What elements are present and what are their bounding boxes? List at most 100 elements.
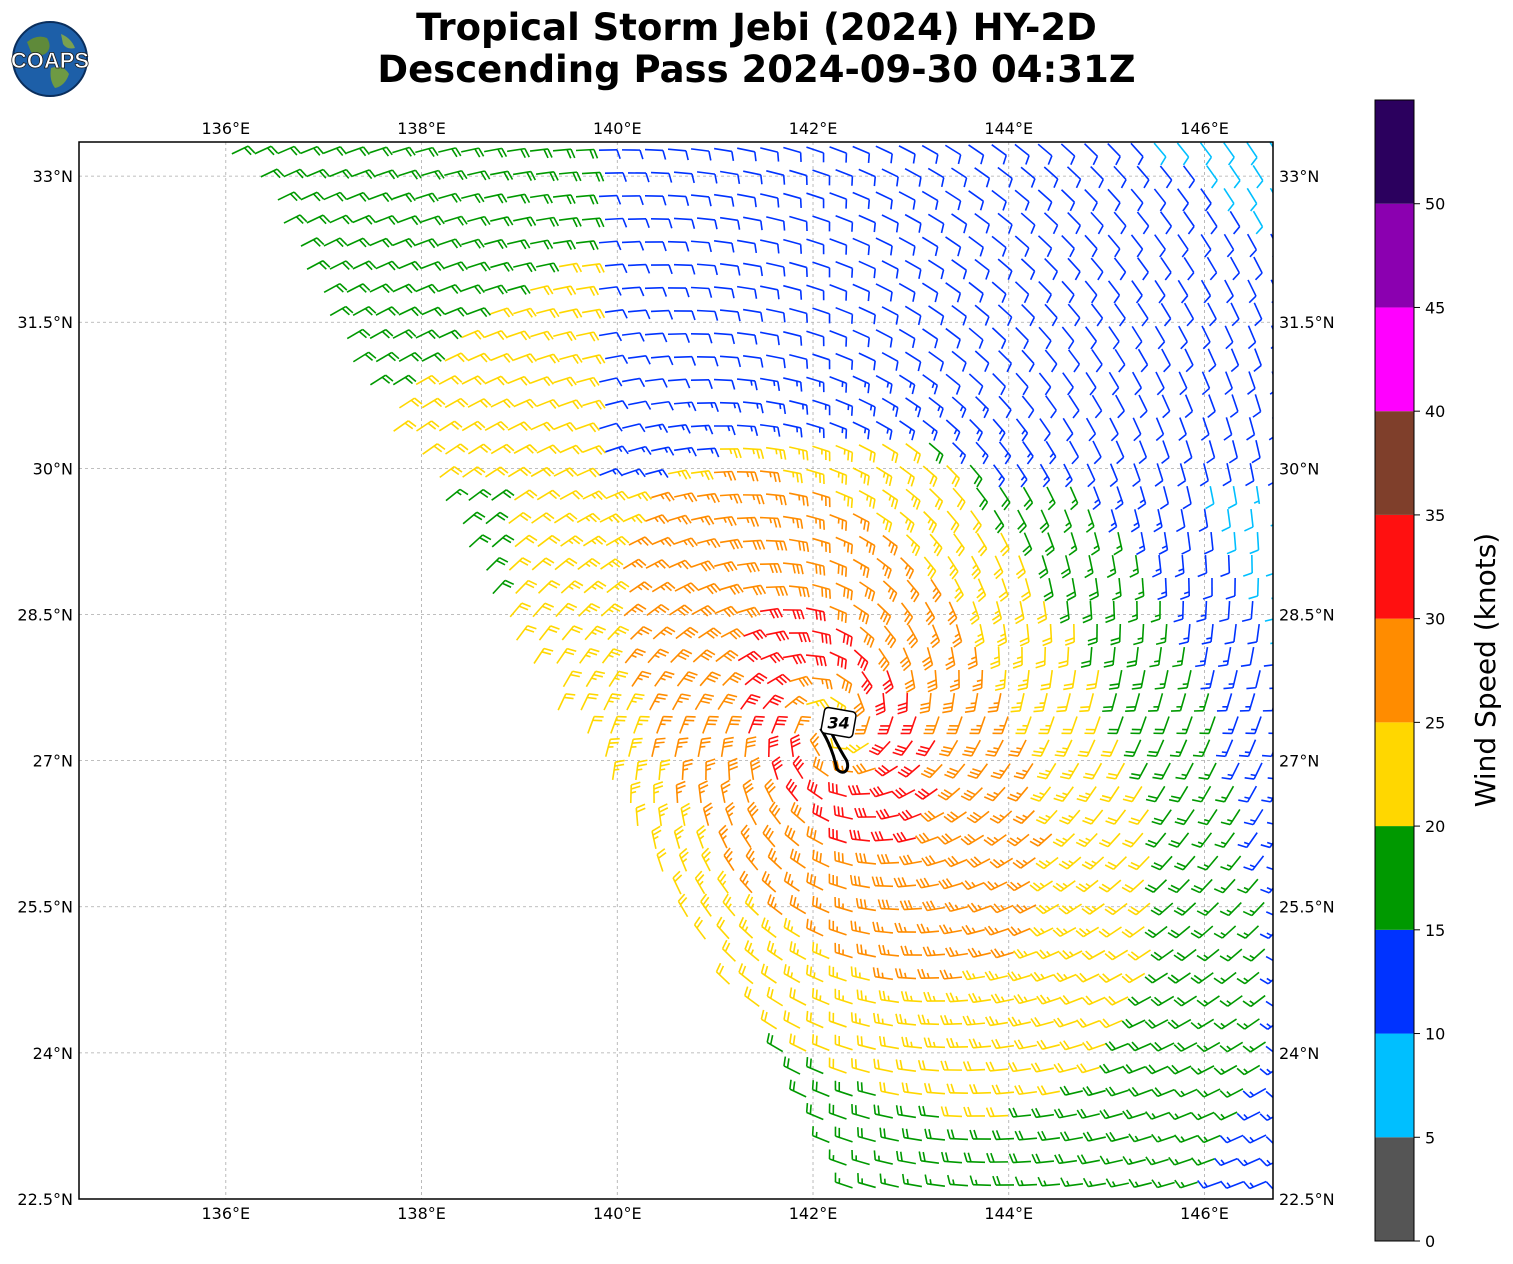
- wind-barb: [673, 171, 695, 184]
- wind-barb: [835, 444, 854, 462]
- wind-barb: [651, 581, 676, 593]
- wind-barb: [1157, 577, 1168, 601]
- wind-barb: [921, 647, 934, 671]
- wind-barb: [1178, 371, 1188, 396]
- wind-barb: [1113, 165, 1127, 189]
- wind-barb: [1239, 693, 1256, 712]
- wind-barb: [1177, 670, 1192, 690]
- wind-barb: [1138, 440, 1148, 465]
- wind-barb: [651, 491, 675, 502]
- wind-barb: [1039, 509, 1050, 534]
- wind-barb: [582, 354, 606, 365]
- wind-barb: [897, 692, 909, 715]
- wind-barb: [346, 191, 371, 202]
- wind-barb: [1263, 662, 1273, 667]
- wind-barb: [975, 487, 989, 511]
- wind-barb: [581, 308, 606, 319]
- wind-barb: [1022, 441, 1034, 465]
- wind-barb: [806, 146, 825, 163]
- wind-barb: [1269, 187, 1273, 211]
- wind-barb: [898, 145, 916, 164]
- wind-barb: [905, 488, 921, 510]
- wind-barb: [490, 443, 515, 455]
- wind-barb: [878, 648, 890, 672]
- wind-barb: [515, 579, 538, 595]
- wind-barb: [922, 374, 939, 395]
- wind-barb: [993, 509, 1005, 534]
- wind-barb: [1253, 302, 1263, 327]
- wind-barb: [628, 400, 652, 410]
- wind-barb: [742, 539, 766, 551]
- wind-barb: [812, 537, 831, 554]
- wind-barb: [559, 353, 583, 364]
- wind-barb: [697, 538, 721, 549]
- wind-barb: [438, 192, 462, 203]
- wind-barb: [852, 145, 871, 164]
- wind-barb: [1269, 142, 1273, 149]
- wind-barb: [598, 149, 621, 160]
- wind-barb: [699, 671, 721, 687]
- wind-barb: [690, 470, 714, 481]
- wind-barb: [1161, 394, 1171, 419]
- wind-barb: [806, 561, 826, 576]
- wind-barb: [1137, 303, 1149, 327]
- wind-barb: [622, 558, 647, 570]
- wind-barb: [631, 670, 652, 687]
- wind-barb: [1130, 188, 1144, 212]
- wind-barb: [582, 399, 606, 410]
- wind-barb: [858, 444, 876, 463]
- wind-barb: [668, 559, 693, 570]
- colorbar-bins: [1374, 99, 1415, 1242]
- wind-barb: [1174, 554, 1185, 578]
- wind-barb: [644, 241, 667, 252]
- wind-barb: [882, 534, 898, 556]
- wind-barb: [1036, 600, 1048, 624]
- wind-barb: [1246, 233, 1258, 258]
- wind-barb: [997, 166, 1013, 188]
- wind-barb: [852, 191, 871, 210]
- wind-barb: [829, 422, 848, 439]
- wind-barb: [737, 193, 757, 208]
- wind-barb: [1200, 279, 1212, 304]
- wind-barb: [898, 374, 916, 395]
- wind-barb: [694, 693, 715, 711]
- colorbar-tick-label: 40: [1425, 402, 1445, 421]
- wind-barb: [668, 514, 692, 525]
- wind-barb: [300, 145, 325, 156]
- wind-barb: [904, 213, 922, 233]
- wind-barb: [719, 216, 741, 230]
- wind-barb: [713, 240, 735, 253]
- wind-barb: [673, 217, 696, 229]
- wind-barb: [806, 192, 825, 209]
- wind-barb: [552, 194, 576, 205]
- wind-barb: [952, 624, 963, 648]
- wind-barb: [783, 423, 803, 438]
- wind-barb: [713, 425, 736, 436]
- wind-barb: [1229, 165, 1241, 189]
- wind-barb: [1178, 325, 1188, 350]
- wind-barb: [714, 605, 739, 618]
- wind-barb: [490, 352, 515, 363]
- wind-barb: [1000, 532, 1010, 557]
- wind-barb: [462, 466, 486, 478]
- wind-barb: [555, 602, 578, 618]
- wind-barb: [806, 607, 826, 622]
- wind-barb: [599, 467, 624, 477]
- wind-barb: [998, 395, 1012, 419]
- wind-barb: [604, 263, 628, 274]
- wind-barb: [1253, 348, 1262, 373]
- wind-barb: [650, 309, 674, 320]
- wind-barb: [1109, 417, 1119, 442]
- wind-barb: [644, 148, 667, 160]
- wind-barb: [783, 192, 802, 208]
- wind-barb: [645, 559, 670, 569]
- wind-barb: [875, 237, 893, 256]
- wind-barb: [742, 354, 764, 368]
- wind-barb: [1113, 211, 1127, 235]
- wind-barb: [789, 261, 808, 277]
- colorbar-bin: [1375, 1137, 1414, 1241]
- wind-barb: [352, 351, 377, 363]
- wind-barb: [675, 626, 699, 640]
- wind-barb: [806, 698, 830, 709]
- wind-barb: [485, 511, 509, 525]
